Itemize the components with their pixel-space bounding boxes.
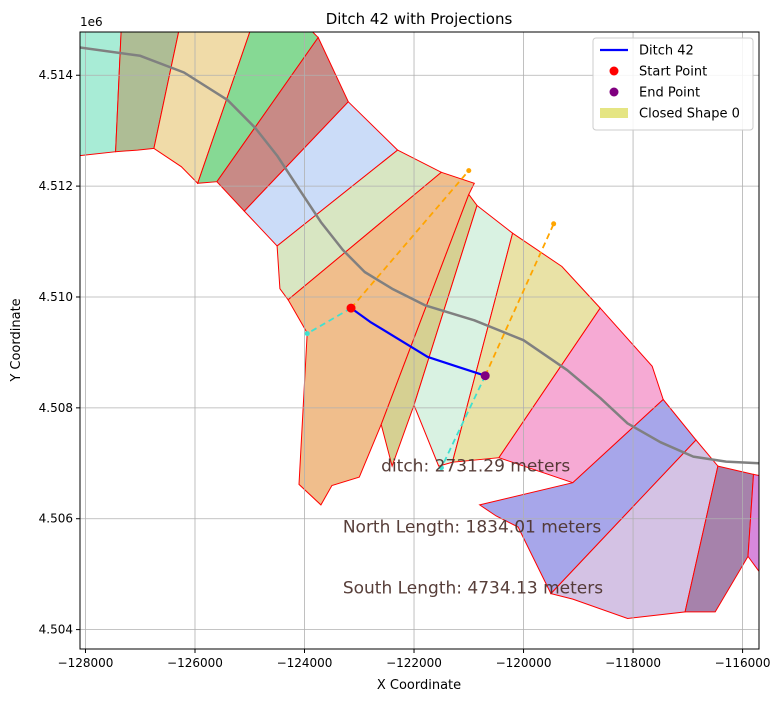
x-tick-label-3: −122000	[386, 656, 442, 670]
legend-label-2: End Point	[639, 86, 700, 101]
region-polygon-6	[276, 149, 443, 301]
y-tick-label-0: 4.504	[39, 623, 73, 637]
region-polygon-15	[747, 473, 759, 573]
y-offset-label: 1e6	[80, 15, 103, 29]
end-point-marker	[480, 371, 490, 381]
projection-endpoint-3	[438, 465, 444, 471]
line-layer	[80, 46, 759, 471]
legend-swatch-2	[609, 87, 619, 97]
legend-swatch-1	[609, 66, 619, 76]
legend-swatch-3	[600, 108, 628, 118]
grid-lines	[80, 32, 759, 649]
legend-label-0: Ditch 42	[639, 44, 694, 59]
legend: Ditch 42 Start Point End Point Closed Shape…	[592, 37, 754, 131]
x-tick-label-2: −124000	[277, 656, 333, 670]
x-tick-label-0: −128000	[58, 656, 114, 670]
y-tick-label-2: 4.508	[39, 401, 73, 415]
projection-line-0	[350, 170, 470, 309]
chart-title: Ditch 42 with Projections	[326, 10, 513, 28]
projection-line-3	[440, 375, 487, 469]
x-tick-label-5: −118000	[605, 656, 661, 670]
region-polygons	[80, 32, 759, 620]
projection-line-2	[484, 223, 555, 377]
annotation-0: ditch: 2731.29 meters	[381, 457, 570, 477]
y-tick-label-5: 4.514	[39, 68, 73, 82]
projection-endpoint-2	[551, 221, 557, 227]
legend-label-1: Start Point	[639, 65, 707, 80]
x-tick-label-1: −126000	[167, 656, 223, 670]
gray-reference-line	[80, 46, 759, 465]
annotation-layer: ditch: 2731.29 meters North Length: 1834.…	[343, 457, 603, 599]
region-polygon-9	[413, 204, 514, 467]
x-axis-label: X Coordinate	[377, 678, 461, 693]
y-tick-label-3: 4.510	[39, 290, 73, 304]
legend-box	[592, 37, 754, 131]
start-point-marker	[346, 303, 356, 313]
region-polygon-1	[115, 32, 180, 153]
y-tick-label-4: 4.512	[39, 179, 73, 193]
projection-endpoint-1	[304, 331, 310, 337]
annotation-2: South Length: 4734.13 meters	[343, 579, 603, 599]
ditch-line	[350, 307, 486, 377]
y-axis-ticks: 4.504 4.506 4.508 4.510 4.512 4.514	[39, 68, 80, 637]
region-polygon-8	[380, 193, 478, 468]
legend-label-3: Closed Shape 0	[639, 107, 740, 122]
projection-endpoint-0	[466, 168, 472, 174]
projection-line-1	[306, 307, 352, 335]
y-tick-label-1: 4.506	[39, 512, 73, 526]
region-polygon-14	[684, 465, 755, 613]
annotation-1: North Length: 1834.01 meters	[343, 518, 602, 538]
plot-frame	[79, 31, 760, 650]
y-axis-label: Y Coordinate	[9, 298, 24, 382]
x-tick-label-4: −120000	[496, 656, 552, 670]
x-axis-ticks: −128000 −126000 −124000 −122000 −120000 −1180…	[58, 649, 771, 670]
region-polygon-7	[287, 171, 476, 506]
x-tick-label-6: −116000	[715, 656, 771, 670]
